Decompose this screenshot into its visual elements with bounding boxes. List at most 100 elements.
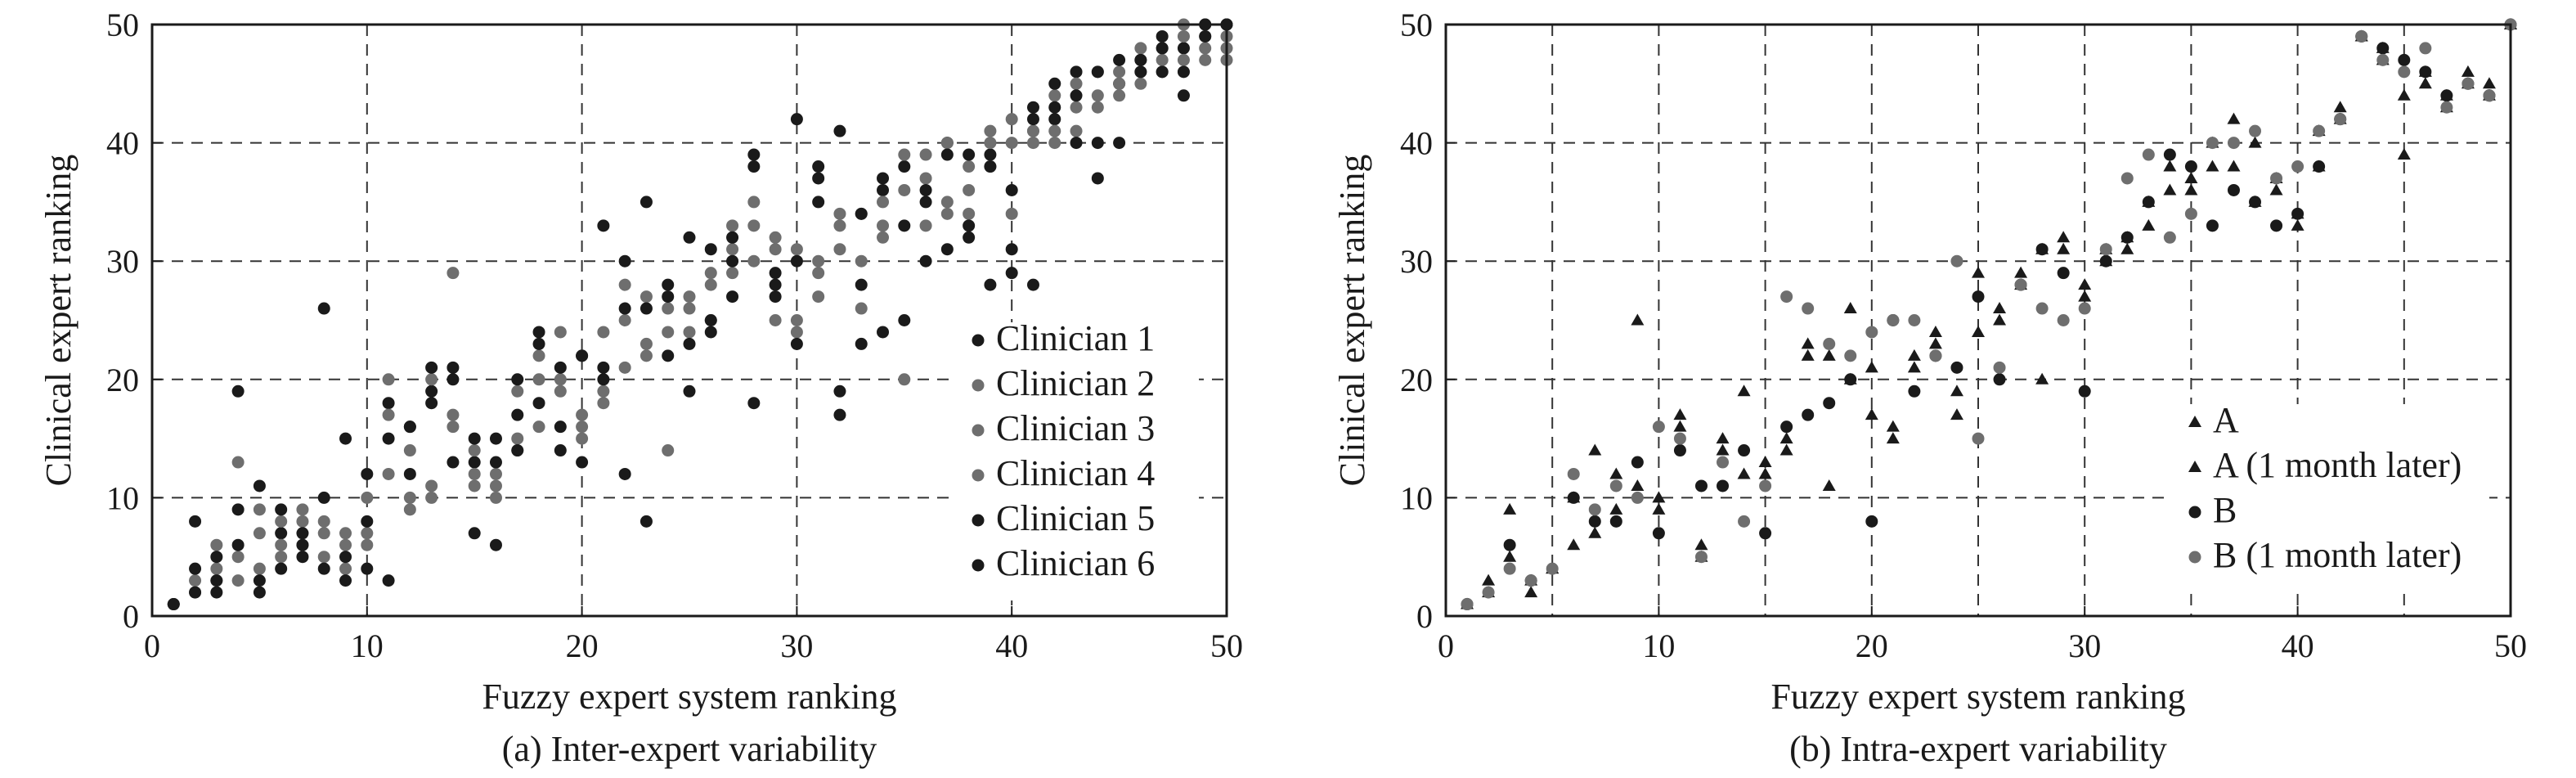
plot-frame <box>1444 23 2512 618</box>
data-point <box>1652 527 1665 540</box>
data-point <box>2184 207 2197 220</box>
data-point <box>1694 538 1708 551</box>
data-point <box>1048 113 1061 126</box>
data-point <box>532 373 545 386</box>
data-point <box>963 183 976 196</box>
data-point <box>1758 467 1772 479</box>
data-point <box>2163 160 2177 172</box>
data-point <box>2163 231 2176 244</box>
data-point <box>425 491 438 504</box>
data-point <box>963 231 976 244</box>
data-point <box>1048 101 1061 114</box>
data-point <box>2035 372 2049 385</box>
data-point <box>296 515 309 528</box>
data-point <box>468 467 481 480</box>
data-point <box>339 574 352 587</box>
data-point <box>1005 113 1018 126</box>
data-point <box>425 385 438 398</box>
legend-background <box>2170 404 2489 592</box>
data-point <box>726 243 739 256</box>
data-point <box>425 479 438 492</box>
data-point <box>361 467 374 480</box>
data-point <box>877 231 890 244</box>
data-point <box>618 361 631 374</box>
data-point <box>275 562 288 575</box>
y-tick-label: 50 <box>1400 7 1433 43</box>
data-point <box>1091 65 1104 79</box>
data-point <box>790 337 803 350</box>
legend-label: Clinician 3 <box>996 408 1155 448</box>
data-point <box>898 148 911 161</box>
data-point <box>2269 183 2283 196</box>
data-point <box>726 290 739 304</box>
data-point <box>1886 432 1900 444</box>
data-point <box>2333 101 2347 113</box>
data-point <box>511 373 524 386</box>
data-point <box>618 254 631 268</box>
data-point <box>1652 491 1666 503</box>
data-point <box>790 243 803 256</box>
data-point <box>640 302 653 315</box>
data-point <box>597 385 610 398</box>
data-point <box>1156 53 1169 66</box>
data-point <box>382 397 395 410</box>
data-point <box>1048 77 1061 90</box>
data-point <box>1177 53 1190 66</box>
data-point <box>747 160 761 173</box>
data-point <box>1609 467 1623 479</box>
data-point <box>769 290 782 304</box>
data-point <box>317 491 330 504</box>
data-point <box>1737 467 1751 479</box>
data-point <box>532 420 545 434</box>
data-point <box>919 254 932 268</box>
data-point <box>898 314 911 326</box>
data-point <box>2249 124 2262 137</box>
x-tick-label: 0 <box>144 627 160 664</box>
data-point <box>1694 551 1708 564</box>
data-point <box>2078 290 2092 302</box>
data-point <box>812 267 825 280</box>
data-point <box>253 586 266 599</box>
data-point <box>253 562 266 575</box>
data-point <box>1865 326 1878 339</box>
data-point <box>382 408 395 421</box>
data-point <box>189 586 202 599</box>
legend-label: Clinician 4 <box>996 453 1155 493</box>
data-point <box>855 337 868 350</box>
data-point <box>2248 136 2262 148</box>
data-point <box>189 562 202 575</box>
data-point <box>554 326 567 339</box>
data-point <box>1780 420 1793 434</box>
data-point <box>1609 479 1622 492</box>
data-point <box>1844 373 1857 386</box>
data-point <box>1738 515 1751 528</box>
data-point <box>1609 502 1623 515</box>
data-point <box>2398 53 2411 66</box>
data-point <box>1950 254 1963 268</box>
data-point <box>554 385 567 398</box>
data-point <box>1823 397 1836 410</box>
data-point <box>2142 148 2155 161</box>
data-point <box>662 290 675 304</box>
legend-marker <box>2188 416 2201 427</box>
legend-background <box>954 322 1199 600</box>
data-point <box>2291 218 2304 231</box>
data-point <box>683 231 696 244</box>
data-point <box>640 196 653 209</box>
data-point <box>403 420 416 434</box>
data-point <box>1993 361 2006 374</box>
data-point <box>1113 89 1126 102</box>
legend-marker <box>972 559 985 572</box>
x-tick-label: 50 <box>1210 627 1243 664</box>
data-point <box>1673 432 1686 445</box>
data-point <box>1070 77 1083 90</box>
data-point <box>1070 89 1083 102</box>
data-point <box>833 207 846 220</box>
data-point <box>2078 302 2091 315</box>
data-point <box>167 598 180 611</box>
data-point <box>812 160 825 173</box>
data-point <box>1865 515 1878 528</box>
data-point <box>2057 242 2071 254</box>
data-point <box>317 562 330 575</box>
data-point <box>704 314 717 326</box>
